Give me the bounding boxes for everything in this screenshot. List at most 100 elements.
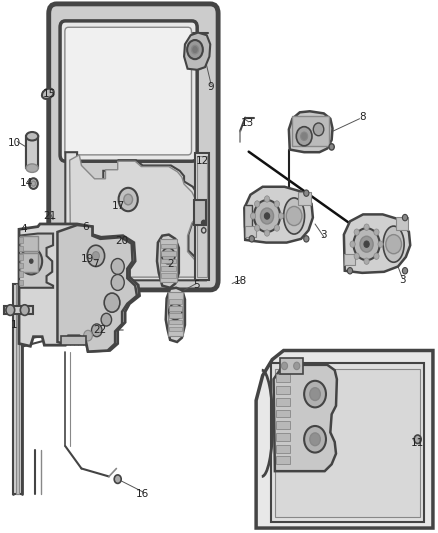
- Bar: [292, 116, 329, 147]
- Circle shape: [304, 426, 326, 453]
- Circle shape: [169, 304, 182, 320]
- Polygon shape: [166, 288, 185, 342]
- Circle shape: [279, 213, 284, 219]
- Circle shape: [293, 362, 300, 369]
- Bar: [169, 313, 182, 318]
- Ellipse shape: [42, 88, 54, 99]
- Polygon shape: [289, 111, 332, 152]
- Text: 20: 20: [116, 236, 129, 246]
- Circle shape: [26, 255, 36, 268]
- Bar: [396, 217, 409, 230]
- FancyBboxPatch shape: [49, 4, 218, 290]
- Circle shape: [162, 248, 175, 264]
- Bar: [19, 254, 23, 260]
- Circle shape: [92, 252, 99, 260]
- Circle shape: [378, 241, 383, 247]
- Circle shape: [6, 305, 14, 316]
- Bar: [169, 327, 182, 332]
- Circle shape: [101, 313, 112, 326]
- Polygon shape: [157, 235, 179, 288]
- Bar: [20, 253, 38, 272]
- Circle shape: [191, 45, 198, 54]
- Circle shape: [300, 132, 307, 141]
- Polygon shape: [184, 33, 210, 70]
- Text: 21: 21: [43, 211, 56, 221]
- Bar: [297, 192, 311, 205]
- Bar: [161, 266, 176, 271]
- Text: 3: 3: [321, 230, 327, 240]
- Circle shape: [310, 387, 320, 400]
- Bar: [161, 244, 176, 248]
- Circle shape: [414, 435, 421, 443]
- Text: 9: 9: [208, 82, 215, 92]
- Bar: [161, 251, 176, 256]
- Bar: [276, 433, 290, 441]
- Circle shape: [354, 253, 359, 260]
- Circle shape: [92, 324, 102, 337]
- Bar: [19, 263, 23, 268]
- Bar: [15, 284, 19, 494]
- Ellipse shape: [284, 198, 304, 234]
- Bar: [276, 445, 290, 453]
- Text: 13: 13: [241, 118, 254, 128]
- Circle shape: [374, 229, 379, 236]
- Circle shape: [254, 201, 260, 207]
- Circle shape: [261, 208, 274, 224]
- Polygon shape: [274, 365, 337, 471]
- Circle shape: [274, 201, 279, 207]
- Polygon shape: [244, 187, 313, 243]
- Ellipse shape: [26, 164, 38, 172]
- Bar: [280, 358, 303, 374]
- Bar: [194, 199, 206, 225]
- Circle shape: [114, 475, 121, 483]
- Text: 4: 4: [20, 224, 27, 235]
- Circle shape: [20, 305, 29, 316]
- Bar: [4, 306, 32, 314]
- Text: 14: 14: [19, 178, 33, 188]
- Bar: [160, 239, 177, 282]
- Circle shape: [254, 200, 280, 232]
- Text: 17: 17: [112, 201, 125, 211]
- Bar: [275, 368, 420, 518]
- Circle shape: [124, 194, 133, 205]
- Polygon shape: [57, 225, 137, 352]
- Circle shape: [364, 224, 369, 230]
- Bar: [20, 236, 38, 251]
- Circle shape: [87, 245, 105, 266]
- Bar: [19, 237, 23, 243]
- Bar: [245, 225, 256, 237]
- Text: 22: 22: [94, 325, 107, 335]
- Bar: [276, 409, 290, 417]
- Circle shape: [265, 230, 270, 236]
- Text: 2: 2: [168, 259, 174, 269]
- Circle shape: [374, 253, 379, 260]
- Polygon shape: [65, 152, 206, 280]
- Circle shape: [360, 236, 373, 252]
- Circle shape: [304, 190, 309, 196]
- Circle shape: [251, 213, 256, 219]
- Polygon shape: [19, 233, 53, 288]
- Circle shape: [304, 236, 309, 242]
- Circle shape: [364, 241, 369, 247]
- Circle shape: [282, 362, 288, 369]
- Bar: [13, 284, 21, 494]
- Bar: [161, 259, 176, 263]
- Polygon shape: [344, 214, 410, 273]
- Text: 6: 6: [82, 222, 89, 232]
- Circle shape: [111, 274, 124, 290]
- Bar: [169, 300, 182, 304]
- Circle shape: [296, 127, 312, 146]
- Text: 10: 10: [8, 138, 21, 148]
- Circle shape: [20, 248, 42, 274]
- Bar: [195, 153, 209, 280]
- Bar: [168, 292, 183, 336]
- Bar: [19, 271, 23, 277]
- Circle shape: [104, 293, 120, 312]
- Circle shape: [310, 433, 320, 446]
- Text: 16: 16: [136, 489, 149, 499]
- Ellipse shape: [383, 226, 404, 262]
- Circle shape: [119, 188, 138, 211]
- Text: 19: 19: [81, 254, 94, 263]
- Circle shape: [29, 178, 38, 189]
- Bar: [244, 205, 252, 227]
